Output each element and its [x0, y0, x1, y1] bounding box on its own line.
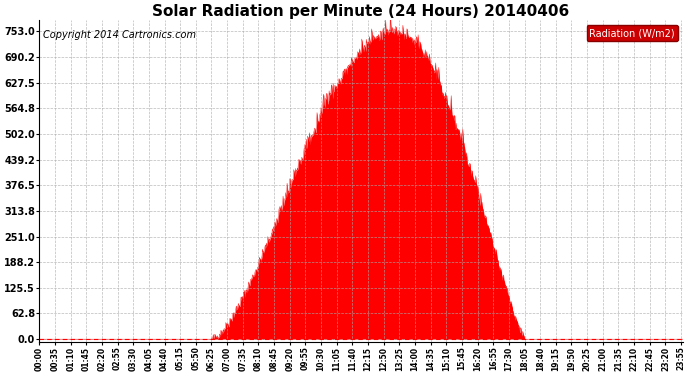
Title: Solar Radiation per Minute (24 Hours) 20140406: Solar Radiation per Minute (24 Hours) 20… — [152, 4, 570, 19]
Text: Copyright 2014 Cartronics.com: Copyright 2014 Cartronics.com — [43, 30, 195, 40]
Legend: Radiation (W/m2): Radiation (W/m2) — [586, 25, 678, 41]
